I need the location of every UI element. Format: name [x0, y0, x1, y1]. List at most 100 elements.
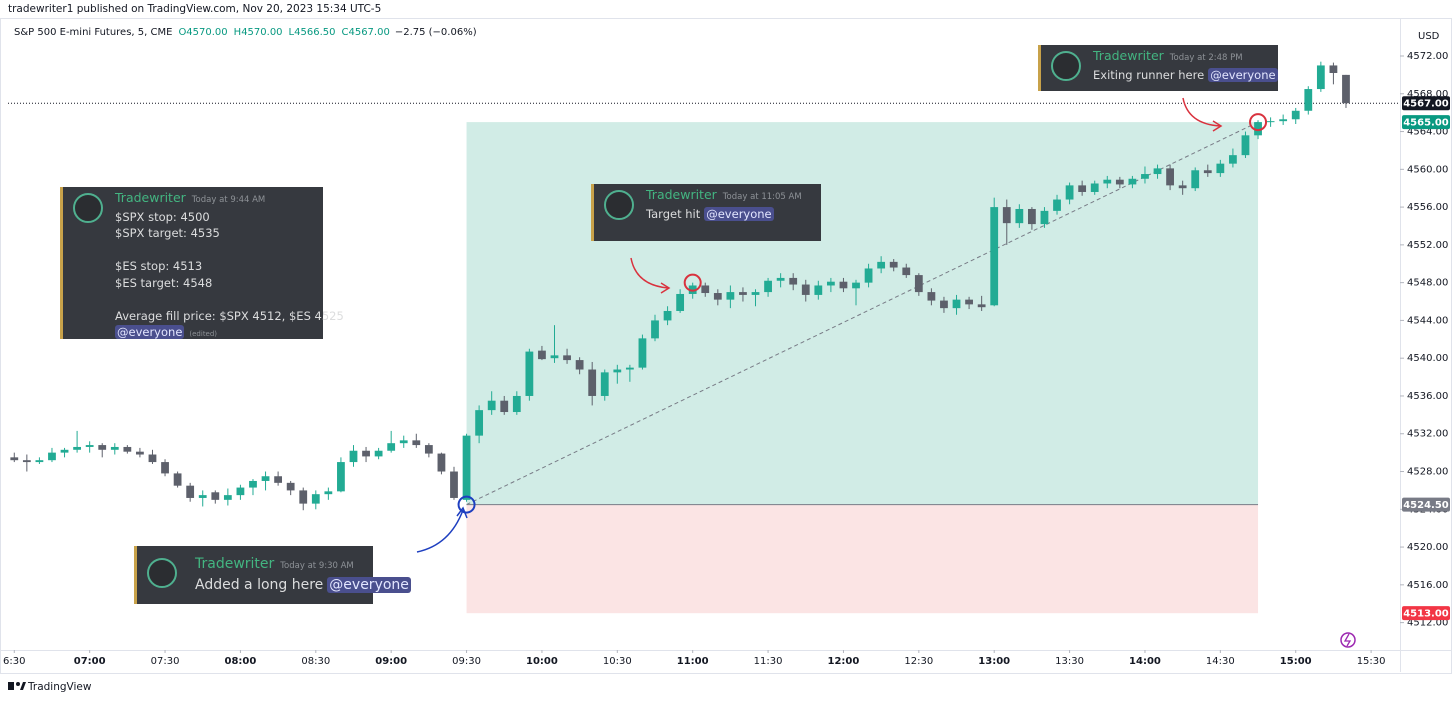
message-line: $SPX target: 4535	[115, 226, 220, 240]
ohlc-value: C4567.00	[341, 27, 390, 38]
candle-body	[726, 292, 735, 300]
candle-body	[500, 400, 509, 413]
candle-body	[902, 267, 911, 276]
arrow-head	[1212, 120, 1223, 132]
candle-body	[73, 446, 81, 450]
candle-body	[877, 261, 886, 269]
candle-body	[1254, 122, 1262, 136]
candle-body	[424, 445, 433, 454]
price-label: 4513.00	[1403, 609, 1449, 620]
candle-body	[1166, 168, 1174, 186]
paragraph: $SPX stop: 4500 $SPX target: 4535	[115, 209, 344, 242]
x-tick-label: 09:30	[452, 656, 481, 667]
message-body: Tradewriter Today at 9:44 AM $SPX stop: 45…	[115, 190, 344, 343]
candle-body	[324, 491, 333, 495]
marker	[683, 273, 702, 292]
candles	[10, 61, 1350, 511]
x-tick-label: 15:30	[1357, 656, 1386, 667]
message-line: Exiting runner here @everyone	[1093, 67, 1278, 82]
candle-body	[487, 400, 496, 411]
candle-body	[638, 338, 647, 368]
avatar	[604, 190, 634, 220]
candle-body	[713, 293, 722, 300]
x-tick-label: 08:00	[224, 656, 256, 667]
author: Tradewriter	[195, 556, 275, 572]
candle-body	[1279, 119, 1288, 122]
x-tick-label: 15:00	[1280, 656, 1312, 667]
candle-body	[814, 285, 823, 295]
candle-body	[952, 299, 961, 309]
paragraph: Average fill price: $SPX 4512, $ES 4525	[115, 308, 344, 325]
message-card: Tradewriter Today at 2:48 PM Exiting runne…	[1038, 45, 1278, 91]
candle-body	[889, 261, 898, 268]
x-tick-label: 13:30	[1055, 656, 1084, 667]
author: Tradewriter	[1093, 48, 1164, 63]
ohlc-value: L4566.50	[288, 27, 336, 38]
message-card: Tradewriter Today at 9:44 AM $SPX stop: 45…	[60, 187, 344, 339]
candle-body	[1216, 163, 1225, 174]
x-tick-label: 07:30	[151, 656, 180, 667]
candle-body	[940, 300, 948, 309]
footer-brand: TradingView	[27, 681, 92, 693]
candle-body	[550, 355, 559, 359]
candle-body	[1191, 170, 1200, 189]
tv-logo	[20, 682, 26, 690]
price-label: 4524.50	[1403, 500, 1449, 511]
candle-body	[450, 471, 458, 498]
alert-icon	[1343, 633, 1352, 647]
candle-body	[1002, 207, 1011, 224]
candle-body	[613, 369, 622, 373]
arrow-head	[456, 506, 468, 519]
x-tick-label: 09:00	[375, 656, 407, 667]
candle-body	[412, 440, 421, 446]
candle-body	[1291, 110, 1300, 120]
ohlc: O4570.00 H4570.00 L4566.50 C4567.00	[172, 27, 389, 38]
message-header: Tradewriter Today at 2:48 PM	[1093, 48, 1278, 67]
mention-line: @everyone (edited)	[115, 324, 344, 343]
y-tick-label: 4564.00	[1407, 127, 1448, 138]
candle-body	[588, 369, 597, 396]
publisher: tradewriter1 published on TradingView.co…	[8, 3, 382, 15]
candle-body	[1040, 210, 1049, 225]
candle-body	[864, 268, 873, 283]
candle-body	[85, 445, 94, 447]
avatar	[1051, 51, 1081, 81]
drawings	[8, 102, 1400, 614]
x-tick-label: 12:00	[828, 656, 860, 667]
avatar	[147, 558, 177, 588]
candle-body	[249, 480, 257, 488]
candle-body	[1241, 135, 1250, 156]
candle-body	[1178, 185, 1187, 189]
candle-body	[123, 446, 132, 452]
candle-body	[173, 473, 182, 486]
paragraph: Exiting runner here @everyone	[1093, 67, 1278, 84]
overlays	[457, 113, 1268, 514]
candle-body	[1316, 65, 1325, 90]
marker	[1249, 113, 1268, 132]
candle-body	[575, 360, 584, 370]
x-tick-label: 07:00	[74, 656, 106, 667]
message-line: Average fill price: $SPX 4512, $ES 4525	[115, 308, 344, 323]
marker	[457, 495, 476, 514]
message-body: Tradewriter Today at 11:05 AM Target hit @e…	[646, 187, 802, 222]
candle-body	[22, 460, 31, 463]
x-tick-label: 6:30	[3, 656, 25, 667]
currency: USD	[1418, 31, 1440, 42]
candle-body	[48, 452, 56, 461]
candle-body	[776, 277, 785, 281]
x-tick-label: 11:00	[677, 656, 709, 667]
loss-zone	[466, 504, 1259, 614]
candle-body	[914, 275, 923, 293]
candle-body	[1203, 170, 1212, 174]
y-tick-label: 4572.00	[1407, 51, 1448, 62]
candle-body	[701, 285, 710, 294]
candle-body	[362, 450, 370, 457]
price-label-box	[1402, 115, 1450, 130]
candle-body	[663, 310, 672, 321]
candle-body	[852, 282, 860, 289]
candle-body	[1229, 155, 1237, 164]
candle-body	[525, 351, 534, 396]
candle-body	[789, 277, 798, 285]
candle-body	[148, 454, 157, 463]
